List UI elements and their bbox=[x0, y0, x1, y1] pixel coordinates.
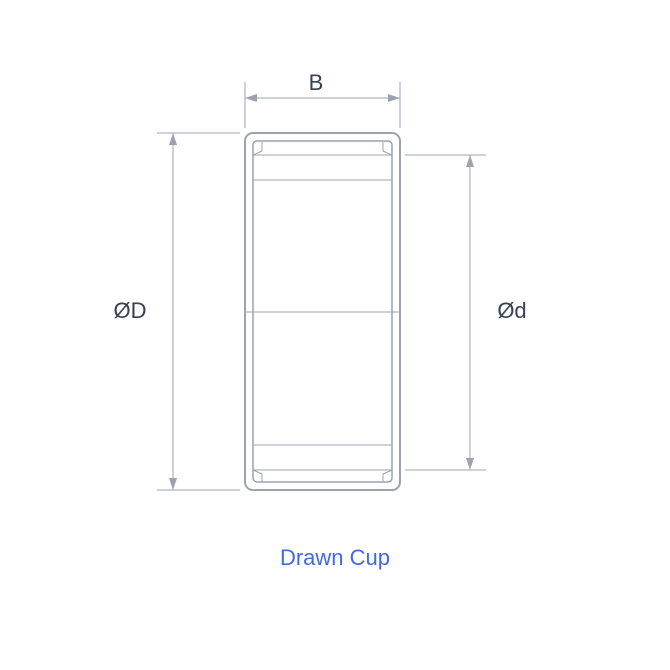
b-arrow-right bbox=[388, 94, 400, 102]
d-inner-arrow-bottom bbox=[466, 458, 474, 470]
dimension-d-label: ØD bbox=[114, 298, 147, 323]
dimension-d-inner-group: Ød bbox=[405, 155, 527, 470]
dimension-b-label: B bbox=[309, 70, 324, 95]
b-arrow-left bbox=[245, 94, 257, 102]
top-left-corner bbox=[253, 142, 262, 155]
diagram-title: Drawn Cup bbox=[280, 545, 390, 570]
d-inner-arrow-top bbox=[466, 155, 474, 167]
technical-drawing-svg: B ØD Ød bbox=[0, 0, 670, 670]
diagram-container: B ØD Ød bbox=[0, 0, 670, 670]
d-arrow-bottom bbox=[169, 478, 177, 490]
d-arrow-top bbox=[169, 133, 177, 145]
dimension-d-group: ØD bbox=[114, 133, 241, 490]
dimension-b-group: B bbox=[245, 70, 400, 128]
top-right-corner bbox=[383, 142, 392, 155]
dimension-d-inner-label: Ød bbox=[497, 298, 526, 323]
drawn-cup-shape bbox=[245, 133, 400, 490]
